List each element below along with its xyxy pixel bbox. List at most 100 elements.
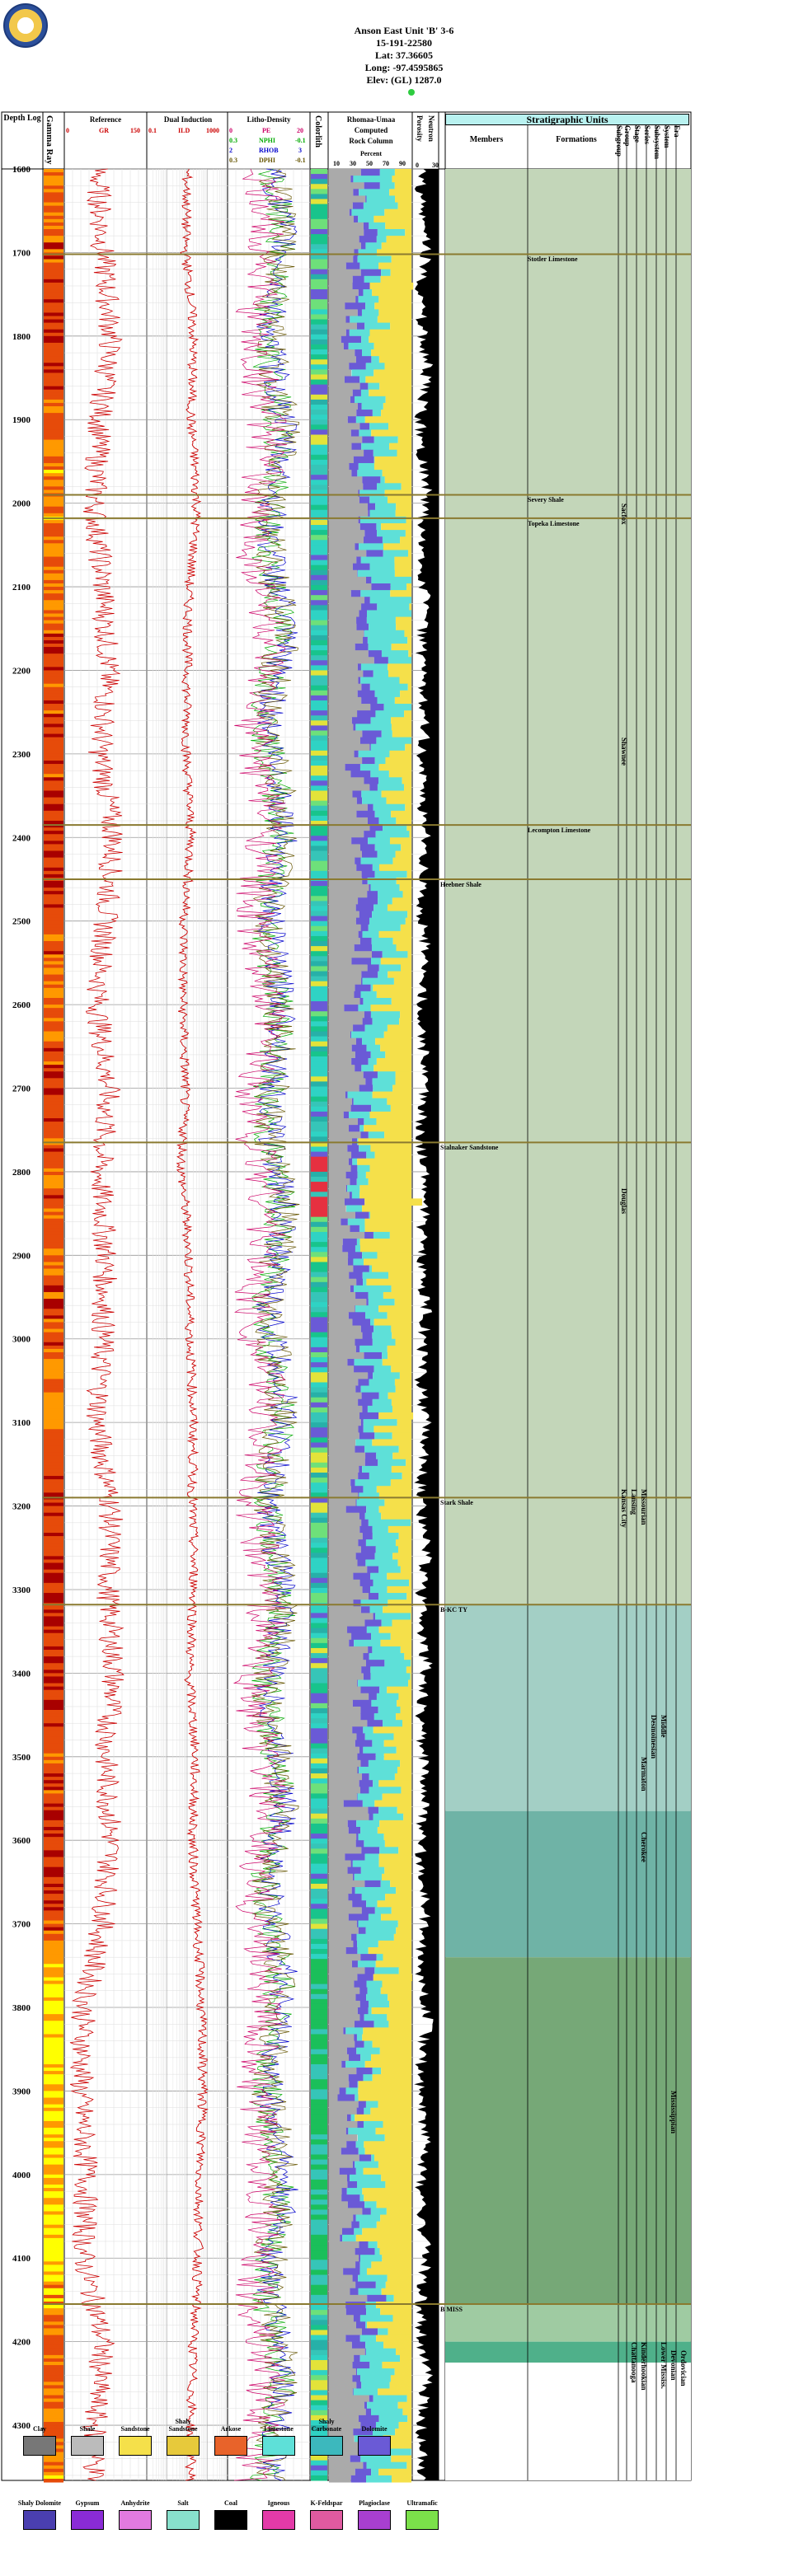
rock-sandstone <box>402 891 411 898</box>
rock-limestone <box>360 389 369 397</box>
rock-sandstone <box>365 1171 411 1179</box>
rock-dolomite <box>342 2227 355 2236</box>
rock-sandstone <box>384 476 411 484</box>
colorlith-cell <box>311 2219 327 2226</box>
depth-tick-label: 4300 <box>12 2421 31 2431</box>
colorlith-cell <box>311 535 327 541</box>
rock-dolomite <box>355 2248 375 2255</box>
legend-label: Salt <box>177 2499 189 2507</box>
gamma-color-cell <box>44 239 63 243</box>
rock-shale <box>329 1439 356 1447</box>
gamma-color-cell <box>44 1398 63 1403</box>
colorlith-cell <box>311 249 327 255</box>
rock-dolomite <box>360 924 369 932</box>
rock-dolomite <box>362 1773 369 1781</box>
porosity-max: 30 <box>432 162 439 169</box>
colorlith-cell <box>311 1517 327 1524</box>
pe-curve <box>233 168 288 2481</box>
gamma-color-cell <box>44 873 63 878</box>
colorlith-cell <box>311 1392 327 1398</box>
gamma-color-cell <box>44 1442 63 1447</box>
rock-sandstone <box>389 750 411 758</box>
gamma-color-cell <box>44 2054 63 2058</box>
rock-limestone <box>364 1024 388 1033</box>
latitude: Lat: 37.36605 <box>375 49 433 61</box>
rock-limestone <box>376 236 387 243</box>
colorlith-cell <box>311 1763 327 1769</box>
rock-sandstone <box>378 296 411 303</box>
rock-limestone <box>354 1873 383 1881</box>
colorlith-cell <box>311 625 327 631</box>
rock-sandstone <box>409 603 411 611</box>
rock-shale <box>329 2214 354 2222</box>
rock-shale <box>329 597 365 604</box>
gamma-color-cell <box>44 1111 63 1116</box>
gamma-color-cell <box>44 579 63 584</box>
gamma-color-cell <box>44 519 63 524</box>
rock-sandstone <box>371 1265 411 1273</box>
rock-shale <box>329 677 359 685</box>
gamma-color-cell <box>44 1816 63 1821</box>
rock-dolomite <box>373 1613 376 1620</box>
rock-dolomite <box>349 462 359 471</box>
rock-sandstone <box>392 1084 411 1093</box>
rock-dolomite <box>350 1486 364 1493</box>
rock-dolomite <box>364 2348 366 2356</box>
rock-dolomite <box>351 470 358 477</box>
colorlith-cell <box>311 1136 327 1142</box>
gamma-color-cell <box>44 1873 63 1878</box>
colorlith-cell <box>311 294 327 300</box>
rock-sandstone <box>384 1499 411 1507</box>
colorlith-cell <box>311 1723 327 1729</box>
rock-sandstone <box>387 1098 411 1106</box>
rock-sandstone <box>391 1325 411 1333</box>
rock-limestone <box>366 2308 381 2316</box>
colorlith-cell <box>311 1131 327 1137</box>
colorlith-cell <box>311 2174 327 2180</box>
gamma-color-cell <box>44 2335 63 2339</box>
gamma-color-cell <box>44 1114 63 1119</box>
gamma-color-cell <box>44 2211 63 2216</box>
gamma-color-cell <box>44 353 63 357</box>
rock-dolomite <box>347 1359 355 1366</box>
depth-tick-label: 2400 <box>12 833 31 843</box>
gamma-color-cell <box>44 1168 63 1173</box>
rock-sandstone <box>382 470 411 477</box>
depth-tick-label: 4200 <box>12 2338 31 2348</box>
rock-shale <box>329 958 352 965</box>
gamma-color-cell <box>44 1315 63 1319</box>
rock-dolomite <box>372 951 383 958</box>
gamma-color-cell <box>44 1910 63 1914</box>
colorlith-cell <box>311 1993 327 2000</box>
gamma-color-cell <box>44 626 63 631</box>
rock-limestone <box>369 683 408 691</box>
rock-limestone <box>357 569 395 578</box>
gamma-color-cell <box>44 587 63 591</box>
gamma-color-cell <box>44 265 63 270</box>
rock-sandstone <box>390 590 411 597</box>
colorlith-cell <box>311 680 327 686</box>
rock-shale <box>329 2027 344 2035</box>
gamma-color-cell <box>44 560 63 564</box>
rock-limestone <box>369 1787 402 1794</box>
rock-limestone <box>369 597 411 604</box>
gamma-color-cell <box>44 2087 63 2091</box>
gamma-color-cell <box>44 770 63 775</box>
rock-limestone <box>357 2081 359 2088</box>
rock-dolomite <box>364 777 378 785</box>
rock-sandstone <box>377 2241 411 2249</box>
rock-dolomite <box>350 1178 357 1186</box>
rock-sandstone <box>388 770 411 778</box>
gamma-color-cell <box>44 797 63 802</box>
colorlith-cell <box>311 494 327 501</box>
gamma-color-cell <box>44 2221 63 2226</box>
rock-limestone <box>377 696 395 705</box>
colorlith-cell <box>311 2159 327 2166</box>
rock-shale <box>329 1873 353 1881</box>
rock-limestone <box>373 1365 392 1373</box>
colorlith-cell <box>311 2229 327 2236</box>
gamma-color-cell <box>44 1897 63 1901</box>
gamma-color-cell <box>44 1018 63 1022</box>
rock-limestone <box>359 376 366 384</box>
colorlith-cell <box>311 2425 327 2431</box>
